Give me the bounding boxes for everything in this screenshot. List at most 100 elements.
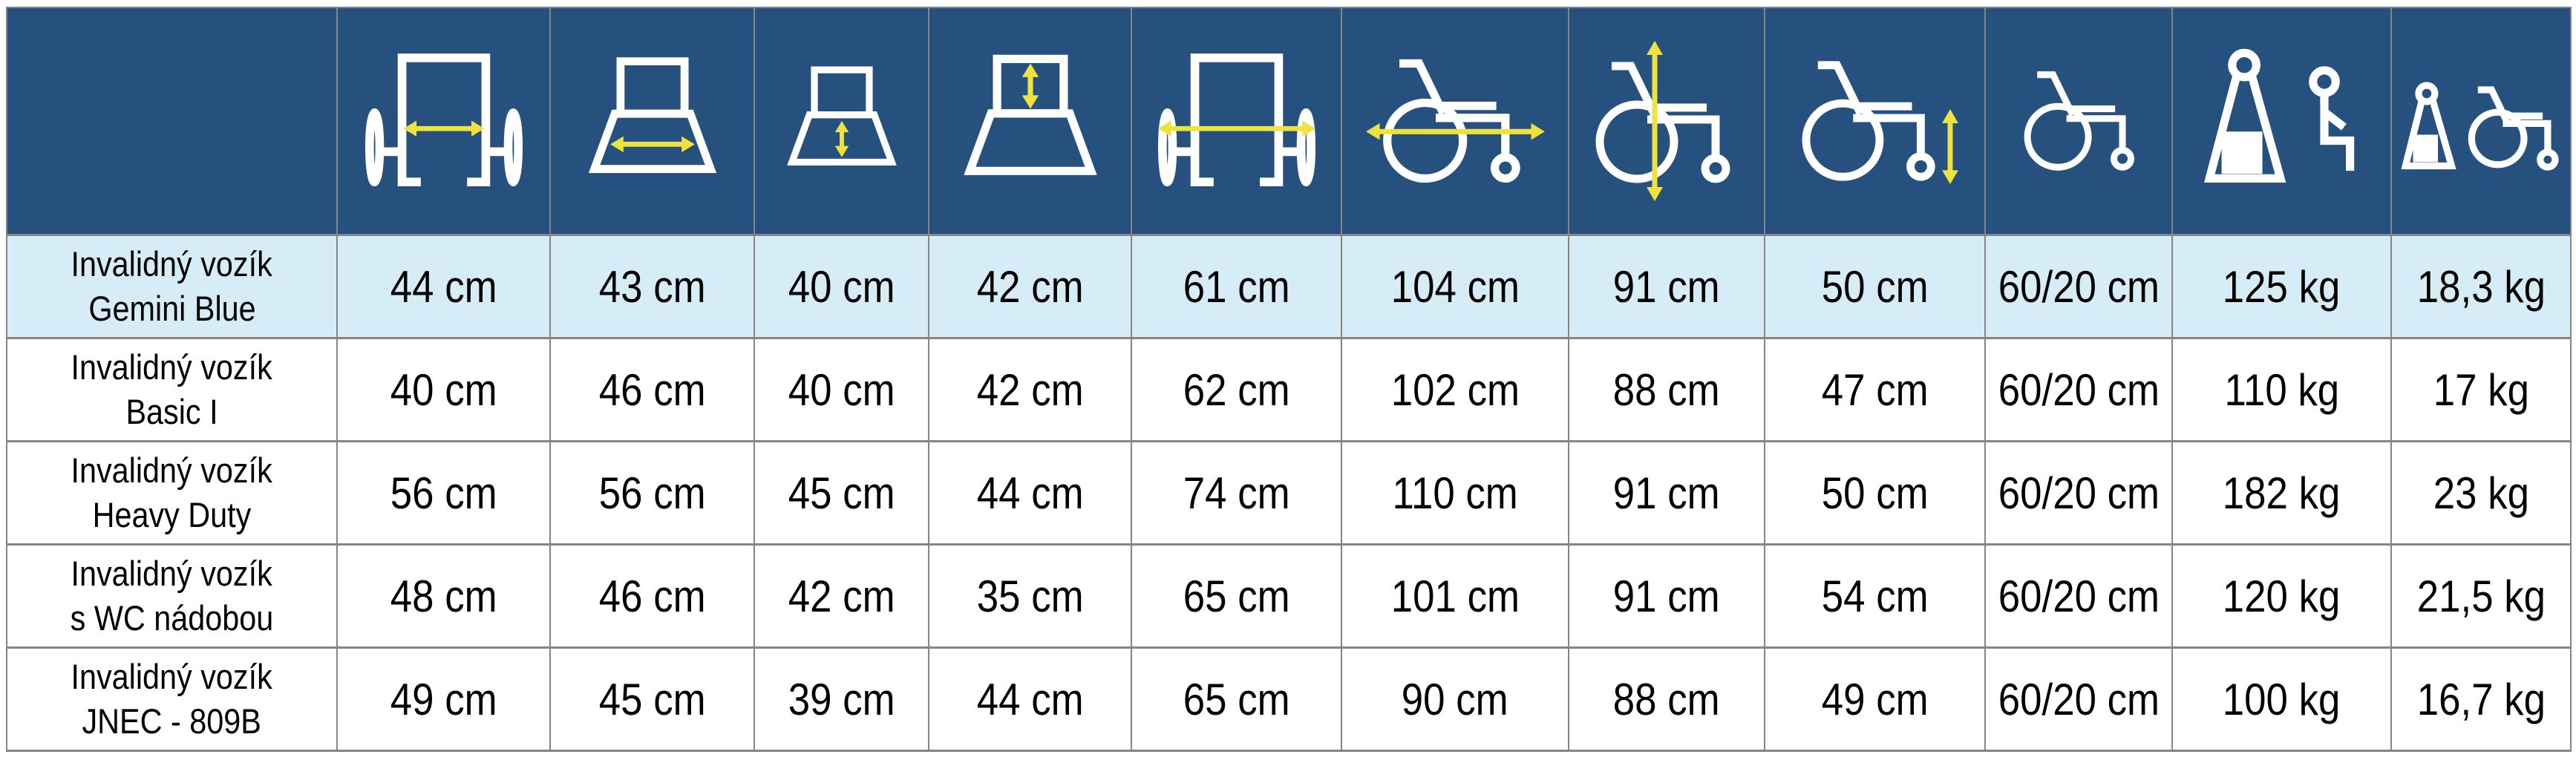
value-cell-seat-depth: 42 cm xyxy=(753,543,929,649)
value-cell-seat-width: 43 cm xyxy=(549,234,755,339)
value-text: 60/20 cm xyxy=(1998,261,2160,312)
value-cell-wheel-size: 60/20 cm xyxy=(1984,337,2173,442)
product-name-line: Invalidný vozík xyxy=(71,451,273,490)
value-text: 91 cm xyxy=(1613,468,1720,518)
value-text: 47 cm xyxy=(1821,364,1929,415)
table-row: Invalidný vozík Gemini Blue 44 cm 43 cm 40 c… xyxy=(6,234,2572,339)
value-text: 125 kg xyxy=(2223,261,2341,312)
table-row: Invalidný vozík Heavy Duty 56 cm 56 cm 45 cm… xyxy=(6,440,2572,546)
header-backrest-height xyxy=(928,7,1132,236)
value-cell-backrest-height: 42 cm xyxy=(928,337,1132,442)
value-text: 44 cm xyxy=(976,468,1084,518)
value-text: 65 cm xyxy=(1183,674,1290,724)
header-seat-depth xyxy=(753,7,929,236)
value-cell-total-height: 91 cm xyxy=(1568,543,1765,649)
table-row: Invalidný vozík JNEC - 809B 49 cm 45 cm 39 c… xyxy=(6,646,2572,752)
total-length-icon xyxy=(1364,45,1546,197)
value-cell-chair-weight: 18,3 kg xyxy=(2390,234,2572,339)
value-text: 90 cm xyxy=(1402,674,1508,724)
value-text: 42 cm xyxy=(976,261,1084,312)
header-total-height xyxy=(1568,7,1765,236)
value-text: 62 cm xyxy=(1183,364,1290,415)
product-name-cell: Invalidný vozík s WC nádobou xyxy=(6,543,338,649)
product-name-line: JNEC - 809B xyxy=(82,701,262,741)
header-row xyxy=(6,7,2572,236)
value-cell-wheel-size: 60/20 cm xyxy=(1984,234,2173,339)
value-cell-seat-width: 45 cm xyxy=(549,646,755,752)
value-cell-total-length: 101 cm xyxy=(1341,543,1569,649)
value-text: 17 kg xyxy=(2433,364,2529,415)
value-text: 60/20 cm xyxy=(1998,364,2160,415)
value-text: 44 cm xyxy=(390,261,497,312)
value-text: 42 cm xyxy=(976,364,1084,415)
value-cell-max-load: 182 kg xyxy=(2171,440,2392,546)
value-cell-total-height: 91 cm xyxy=(1568,440,1765,546)
value-text: 49 cm xyxy=(1821,674,1929,724)
value-text: 120 kg xyxy=(2223,571,2341,621)
backrest-height-icon xyxy=(955,45,1106,197)
value-cell-seat-width: 46 cm xyxy=(549,543,755,649)
value-text: 110 cm xyxy=(1392,468,1518,518)
value-cell-seat-depth: 45 cm xyxy=(753,440,929,546)
table-row: Invalidný vozík Basic I 40 cm 46 cm 40 cm 42 … xyxy=(6,337,2572,442)
value-text: 39 cm xyxy=(788,674,895,724)
value-text: 100 kg xyxy=(2223,674,2341,724)
value-text: 45 cm xyxy=(598,674,706,724)
header-seat-width xyxy=(549,7,755,236)
table-body: Invalidný vozík Gemini Blue 44 cm 43 cm 40 c… xyxy=(6,234,2572,752)
product-name-line: Basic I xyxy=(125,392,218,431)
value-text: 40 cm xyxy=(788,261,895,312)
header-seat-height xyxy=(1764,7,1986,236)
value-text: 44 cm xyxy=(976,674,1084,724)
value-text: 56 cm xyxy=(598,468,706,518)
wheelchair-comparison-table: Invalidný vozík Gemini Blue 44 cm 43 cm 40 c… xyxy=(6,7,2572,752)
comparison-table-wrap: Invalidný vozík Gemini Blue 44 cm 43 cm 40 c… xyxy=(6,7,2572,752)
value-cell-seat-height: 49 cm xyxy=(1764,646,1986,752)
value-cell-max-load: 120 kg xyxy=(2171,543,2392,649)
value-text: 54 cm xyxy=(1821,571,1929,621)
value-text: 102 cm xyxy=(1390,364,1520,415)
product-name-line: Invalidný vozík xyxy=(71,554,273,593)
value-text: 65 cm xyxy=(1183,571,1290,621)
product-name-line: Heavy Duty xyxy=(92,495,252,534)
product-name-line: s WC nádobou xyxy=(70,598,274,638)
max-user-weight-icon xyxy=(2197,45,2367,197)
value-text: 88 cm xyxy=(1613,364,1720,415)
header-armrest-width xyxy=(336,7,551,236)
value-text: 48 cm xyxy=(390,571,497,621)
value-text: 60/20 cm xyxy=(1998,571,2160,621)
value-cell-total-length: 110 cm xyxy=(1341,440,1569,546)
product-name-line: Invalidný vozík xyxy=(71,347,273,387)
header-chair-weight xyxy=(2390,7,2572,236)
value-cell-armrest-width: 56 cm xyxy=(336,440,551,546)
value-text: 43 cm xyxy=(598,261,706,312)
value-cell-backrest-height: 44 cm xyxy=(928,646,1132,752)
value-text: 16,7 kg xyxy=(2416,674,2546,724)
value-text: 46 cm xyxy=(598,364,706,415)
value-text: 74 cm xyxy=(1183,468,1290,518)
value-cell-wheel-size: 60/20 cm xyxy=(1984,440,2173,546)
value-cell-total-width: 65 cm xyxy=(1131,543,1342,649)
value-text: 18,3 kg xyxy=(2416,261,2546,312)
value-text: 21,5 kg xyxy=(2416,571,2546,621)
value-cell-total-height: 88 cm xyxy=(1568,337,1765,442)
value-cell-seat-depth: 39 cm xyxy=(753,646,929,752)
value-text: 50 cm xyxy=(1821,468,1929,518)
seat-width-between-armrests-icon xyxy=(365,49,523,194)
product-name-cell: Invalidný vozík Basic I xyxy=(6,337,338,442)
value-cell-total-length: 104 cm xyxy=(1341,234,1569,339)
value-cell-total-length: 102 cm xyxy=(1341,337,1569,442)
value-cell-armrest-width: 48 cm xyxy=(336,543,551,649)
value-text: 42 cm xyxy=(788,571,895,621)
table-header xyxy=(6,7,2572,236)
value-text: 46 cm xyxy=(598,571,706,621)
value-cell-armrest-width: 49 cm xyxy=(336,646,551,752)
header-wheel-size xyxy=(1984,7,2173,236)
corner-header-cell xyxy=(6,7,338,236)
value-text: 101 cm xyxy=(1390,571,1520,621)
value-cell-total-length: 90 cm xyxy=(1341,646,1569,752)
wheel-size-icon xyxy=(2007,60,2151,182)
value-cell-seat-width: 56 cm xyxy=(549,440,755,546)
product-name-line: Invalidný vozík xyxy=(71,244,273,284)
value-cell-chair-weight: 16,7 kg xyxy=(2390,646,2572,752)
